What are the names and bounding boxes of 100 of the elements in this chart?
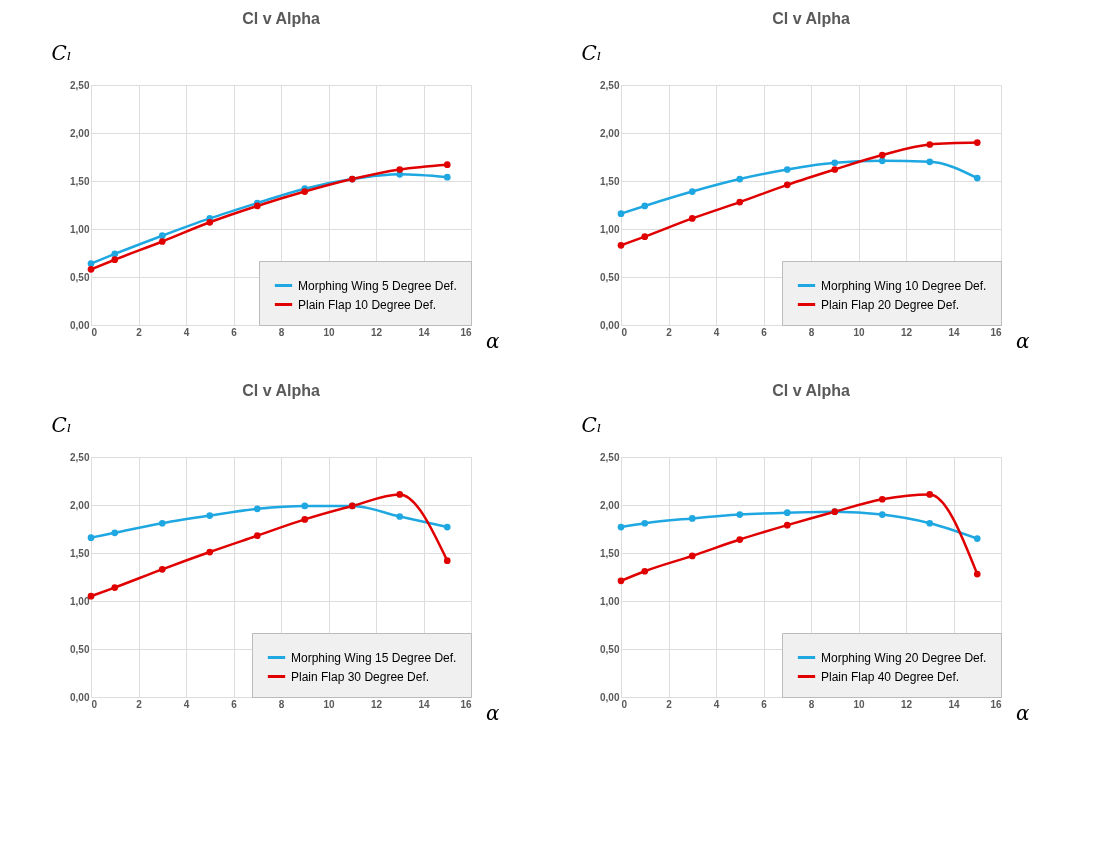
y-tick-label: 1,50 (600, 175, 620, 187)
point (641, 202, 649, 210)
y-tick-label: 2,00 (70, 499, 90, 511)
point (736, 511, 744, 518)
y-tick-label: 1,50 (70, 175, 90, 187)
legend-label: Plain Flap 20 Degree Def. (821, 297, 960, 312)
x-tick-label: 16 (990, 326, 1002, 338)
y-tick-label: 1,00 (600, 223, 620, 235)
y-tick-label: 0,50 (70, 271, 90, 283)
chart-title: Cl v Alpha (242, 10, 320, 27)
y-axis-title: Cₗ (51, 40, 72, 65)
x-tick-label: 4 (713, 326, 720, 338)
y-tick-label: 1,00 (70, 595, 90, 607)
y-axis-title: Cₗ (581, 40, 602, 65)
x-tick-label: 10 (853, 698, 865, 710)
point (158, 565, 166, 573)
x-tick-label: 6 (761, 698, 768, 710)
point (926, 141, 934, 148)
y-tick-label: 0,00 (600, 319, 620, 331)
point (688, 552, 696, 560)
x-tick-label: 2 (136, 698, 143, 710)
x-tick-label: 10 (853, 326, 865, 338)
x-tick-label: 6 (761, 326, 768, 338)
legend-label: Plain Flap 30 Degree Def. (291, 669, 430, 684)
x-tick-label: 4 (183, 326, 190, 338)
point (87, 592, 95, 600)
y-tick-label: 1,50 (70, 547, 90, 559)
y-tick-label: 2,50 (70, 451, 90, 463)
x-tick-label: 16 (460, 326, 472, 338)
y-tick-label: 2,50 (600, 451, 620, 463)
point (617, 577, 625, 585)
point (736, 198, 744, 206)
point (206, 548, 214, 556)
x-tick-label: 16 (990, 698, 1002, 710)
legend-label: Morphing Wing 20 Degree Def. (821, 650, 987, 665)
point (641, 519, 649, 527)
x-axis-title: α (485, 328, 500, 353)
y-tick-label: 1,50 (600, 547, 620, 559)
x-tick-label: 8 (808, 326, 815, 338)
x-axis-title: α (485, 700, 500, 725)
point (206, 512, 214, 519)
y-tick-label: 2,00 (600, 127, 620, 139)
point (617, 241, 625, 249)
chart-title: Cl v Alpha (772, 382, 850, 399)
point (87, 265, 95, 273)
x-tick-label: 14 (948, 326, 960, 338)
y-tick-label: 2,00 (70, 127, 90, 139)
point (688, 515, 696, 522)
point (111, 256, 119, 264)
x-tick-label: 2 (136, 326, 143, 338)
x-tick-label: 12 (370, 326, 383, 338)
x-tick-label: 14 (948, 698, 960, 710)
x-tick-label: 8 (278, 326, 285, 338)
x-tick-label: 12 (900, 326, 913, 338)
x-tick-label: 6 (231, 698, 238, 710)
point (688, 188, 696, 195)
point (111, 250, 119, 258)
y-tick-label: 1,00 (70, 223, 90, 235)
point (617, 523, 625, 531)
legend-label: Morphing Wing 5 Degree Def. (298, 278, 457, 293)
y-axis-title: Cₗ (581, 412, 602, 437)
y-tick-label: 0,00 (600, 691, 620, 703)
point (973, 139, 981, 146)
x-tick-label: 12 (370, 698, 383, 710)
point (396, 491, 404, 498)
x-tick-label: 6 (231, 326, 238, 338)
x-tick-label: 4 (713, 698, 720, 710)
point (443, 523, 451, 531)
point (253, 532, 261, 540)
x-axis-title: α (1015, 328, 1030, 353)
legend-label: Morphing Wing 10 Degree Def. (821, 278, 987, 293)
x-axis-title: α (1015, 700, 1030, 725)
x-tick-label: 10 (323, 698, 335, 710)
point (253, 505, 261, 513)
x-tick-label: 10 (323, 326, 335, 338)
x-tick-label: 16 (460, 698, 472, 710)
point (443, 173, 451, 181)
point (641, 233, 649, 241)
point (973, 535, 981, 542)
point (878, 157, 886, 165)
chart-title: Cl v Alpha (772, 10, 850, 27)
point (783, 166, 791, 173)
point (158, 519, 166, 527)
point (926, 158, 934, 166)
point (783, 509, 791, 517)
point (617, 210, 625, 217)
point (443, 161, 451, 169)
y-tick-label: 0,50 (70, 643, 90, 655)
chart-title: Cl v Alpha (242, 382, 320, 399)
x-tick-label: 2 (666, 698, 673, 710)
point (158, 238, 166, 245)
y-tick-label: 0,50 (600, 271, 620, 283)
point (926, 519, 934, 527)
legend-label: Plain Flap 10 Degree Def. (298, 297, 437, 312)
point (87, 534, 95, 541)
y-tick-label: 1,00 (600, 595, 620, 607)
x-tick-label: 0 (621, 326, 628, 338)
point (878, 495, 886, 503)
x-tick-label: 0 (621, 698, 628, 710)
point (688, 215, 696, 222)
